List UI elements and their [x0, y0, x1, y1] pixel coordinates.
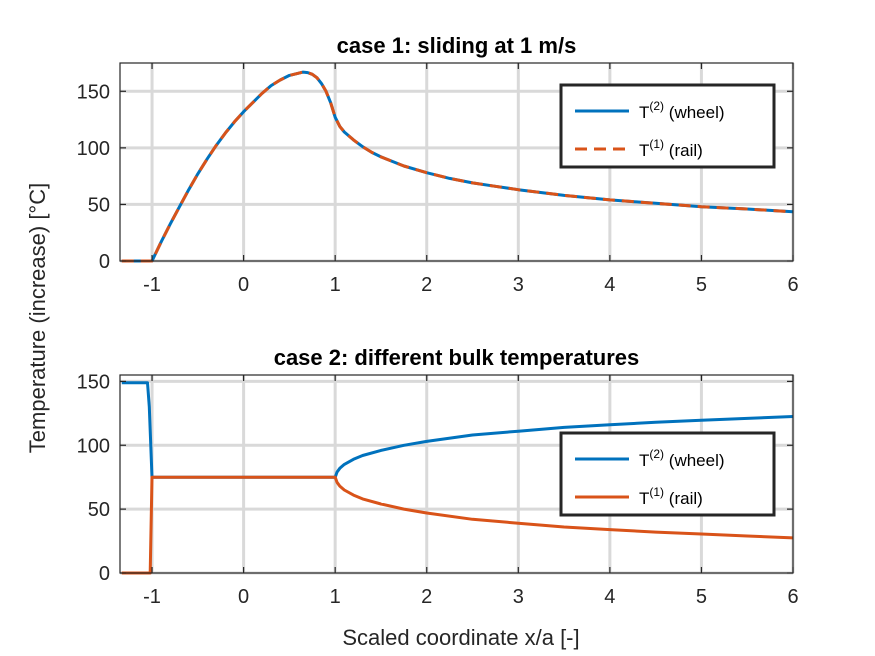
x-tick-label: 0 [238, 586, 249, 608]
series-line-rail [121, 475, 794, 575]
x-tick-label: 5 [696, 586, 707, 608]
subplot-case-2: -1 0 1 2 3 4 5 6 0 50 100 150 case 2: different bulk… [77, 345, 799, 608]
x-tick-label: 1 [330, 274, 341, 296]
x-tick-label: 1 [330, 586, 341, 608]
y-tick-label: 0 [99, 251, 110, 273]
x-tick-label: 4 [604, 274, 615, 296]
y-tick-label: 100 [77, 138, 110, 160]
x-tick-label: -1 [143, 274, 161, 296]
legend-box [559, 431, 776, 517]
x-tick-label: 6 [787, 586, 798, 608]
legend-label: T(2) (wheel) [639, 447, 725, 470]
legend-label: T(1) (rail) [639, 137, 703, 160]
y-tick-label: 50 [88, 194, 110, 216]
axes-box [119, 62, 794, 262]
axes-box [119, 374, 794, 574]
x-tick-label: 5 [696, 274, 707, 296]
y-tick-label: 150 [77, 81, 110, 103]
subplot-case-1: -1 0 1 2 3 4 5 6 0 50 100 150 case 1: sliding at 1 m… [77, 33, 799, 296]
chart-title: case 1: sliding at 1 m/s [337, 33, 577, 58]
legend-label: T(2) (wheel) [639, 99, 725, 122]
y-tick-label: 100 [77, 435, 110, 457]
legend-label: T(1) (rail) [639, 485, 703, 508]
x-axis-label: Scaled coordinate x/a [-] [342, 625, 579, 650]
x-tick-label: -1 [143, 586, 161, 608]
y-axis-label: Temperature (increase) [°C] [25, 183, 50, 453]
legend-box [559, 83, 776, 169]
x-tick-label: 6 [787, 274, 798, 296]
x-tick-label: 3 [513, 586, 524, 608]
legend: T(2) (wheel) T(1) (rail) [559, 431, 776, 517]
x-tick-label: 0 [238, 274, 249, 296]
x-tick-label: 2 [421, 274, 432, 296]
legend: T(2) (wheel) T(1) (rail) [559, 83, 776, 169]
x-tick-label: 2 [421, 586, 432, 608]
x-tick-label: 3 [513, 274, 524, 296]
y-tick-label: 0 [99, 563, 110, 585]
chart-title: case 2: different bulk temperatures [274, 345, 640, 370]
y-tick-label: 50 [88, 499, 110, 521]
y-tick-label: 150 [77, 371, 110, 393]
x-tick-label: 4 [604, 586, 615, 608]
series-line-rail [121, 70, 794, 263]
